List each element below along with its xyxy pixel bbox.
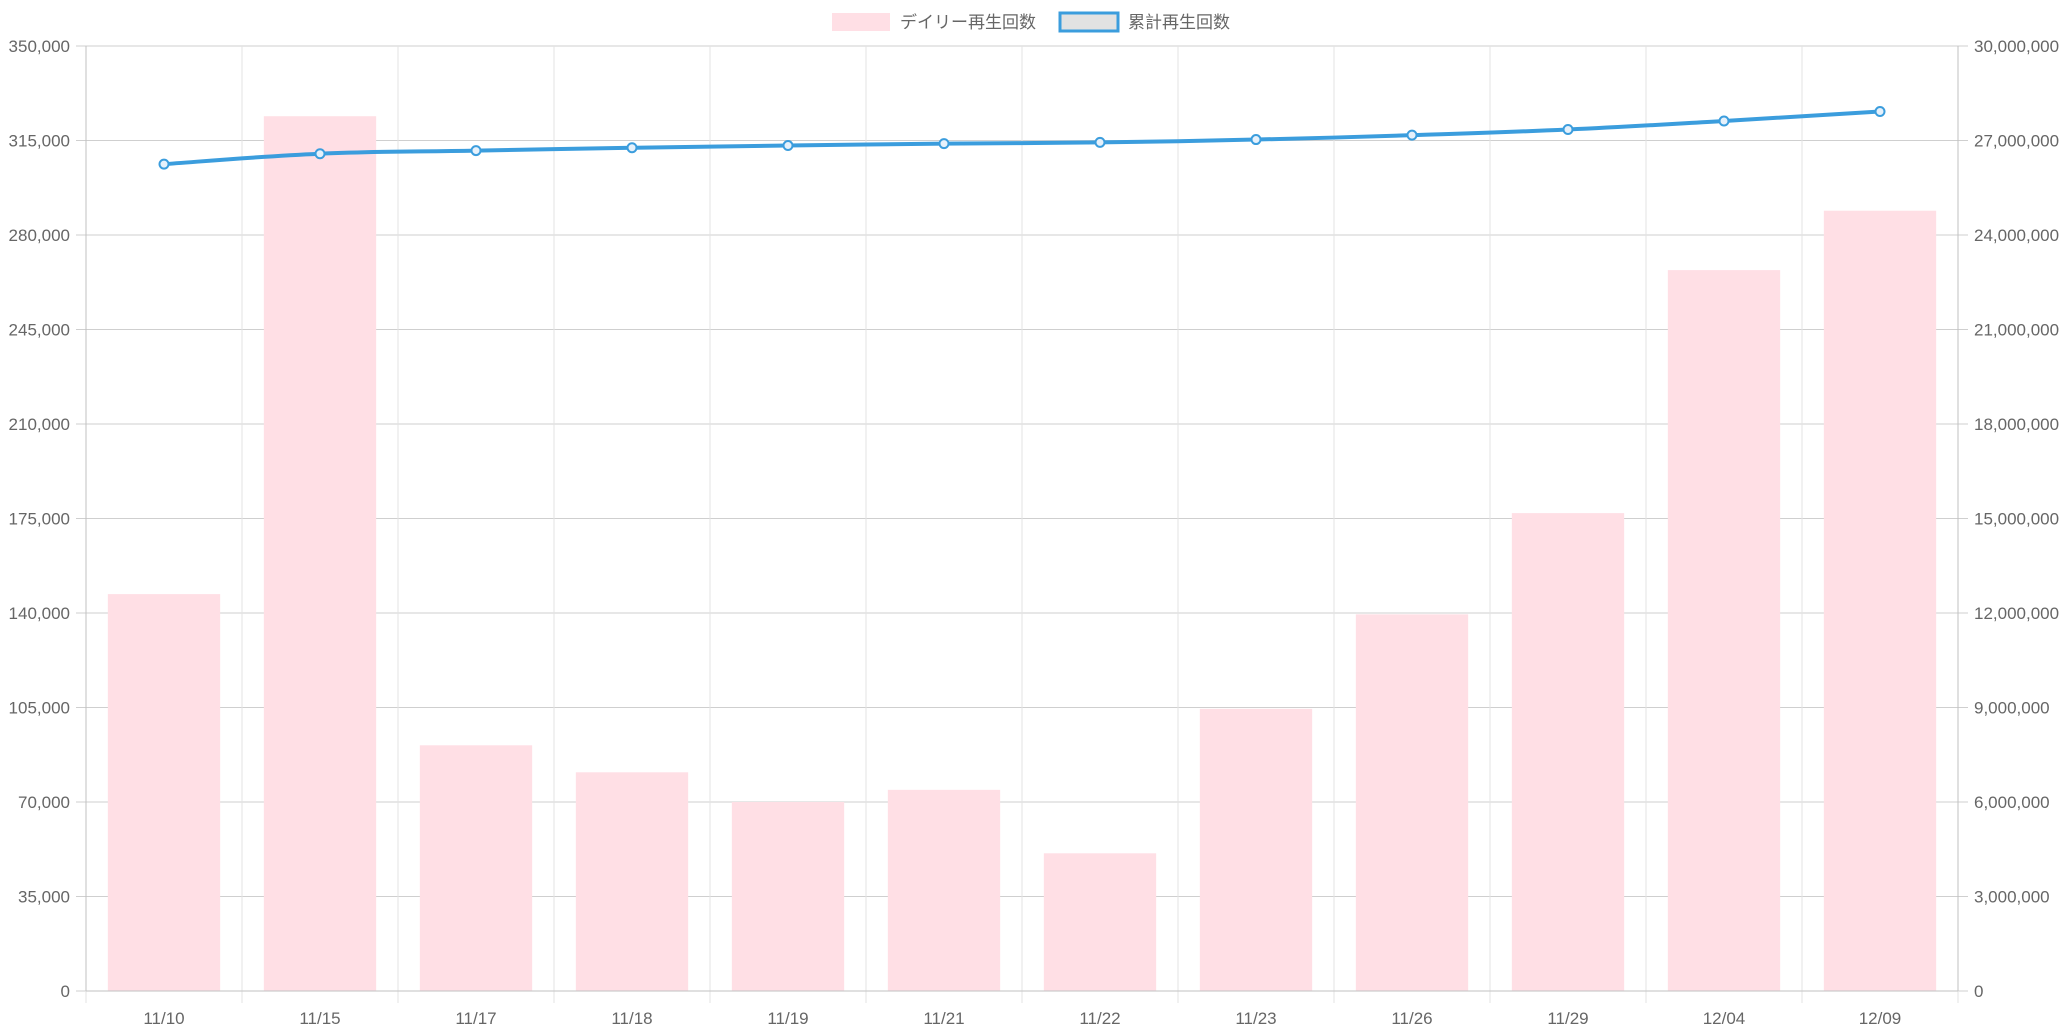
legend-swatch-daily-plays[interactable] <box>832 13 890 31</box>
y-left-tick-label: 280,000 <box>9 226 70 245</box>
point-cumulative-plays[interactable] <box>1718 115 1730 127</box>
bar-daily-plays[interactable] <box>263 116 377 991</box>
y-right-tick-label: 27,000,000 <box>1974 132 2059 151</box>
point-cumulative-plays[interactable] <box>1250 134 1262 146</box>
x-tick-label: 11/17 <box>455 1009 496 1028</box>
legend-swatch-cumulative-plays[interactable] <box>1058 11 1120 33</box>
y-right-tick-label: 24,000,000 <box>1974 226 2059 245</box>
x-tick-label: 11/26 <box>1391 1009 1432 1028</box>
y-left-tick-label: 210,000 <box>9 415 70 434</box>
point-cumulative-plays[interactable] <box>1406 129 1418 141</box>
point-cumulative-plays[interactable] <box>626 142 638 154</box>
bar-daily-plays[interactable] <box>1667 270 1781 992</box>
point-cumulative-plays[interactable] <box>1562 123 1574 135</box>
legend-label-cumulative-plays[interactable]: 累計再生回数 <box>1128 13 1230 32</box>
point-cumulative-plays[interactable] <box>470 145 482 157</box>
y-right-tick-label: 0 <box>1974 982 1983 1001</box>
line-series-cumulative-plays <box>158 106 1886 170</box>
x-tick-label: 11/23 <box>1235 1009 1276 1028</box>
x-tick-label: 11/10 <box>143 1009 184 1028</box>
point-cumulative-plays[interactable] <box>314 148 326 160</box>
y-right-tick-label: 30,000,000 <box>1974 37 2059 56</box>
legend-label-daily-plays[interactable]: デイリー再生回数 <box>900 12 1036 32</box>
bar-daily-plays[interactable] <box>887 789 1001 991</box>
y-left-tick-label: 0 <box>61 982 70 1001</box>
point-cumulative-plays[interactable] <box>1874 106 1886 118</box>
x-tick-label: 11/22 <box>1079 1009 1120 1028</box>
y-right-tick-label: 6,000,000 <box>1974 793 2050 812</box>
y-left-tick-label: 350,000 <box>9 37 70 56</box>
y-left-tick-label: 175,000 <box>9 510 70 529</box>
x-tick-label: 12/09 <box>1859 1009 1902 1028</box>
y-right-tick-label: 21,000,000 <box>1974 321 2059 340</box>
y-left-tick-label: 245,000 <box>9 321 70 340</box>
y-right-tick-label: 3,000,000 <box>1974 888 2050 907</box>
bar-daily-plays[interactable] <box>731 802 845 991</box>
axes: 0 0 35,000 3,000,000 70,000 6,000,000 105,000 9… <box>9 37 2060 1028</box>
bar-daily-plays[interactable] <box>1355 614 1469 991</box>
point-cumulative-plays[interactable] <box>782 140 794 152</box>
y-right-tick-label: 15,000,000 <box>1974 510 2059 529</box>
bar-daily-plays[interactable] <box>575 772 689 991</box>
line-cumulative-plays <box>163 109 1881 167</box>
x-tick-label: 11/18 <box>611 1009 652 1028</box>
y-right-tick-label: 18,000,000 <box>1974 415 2059 434</box>
y-left-tick-label: 105,000 <box>9 699 70 718</box>
bar-series-daily-plays <box>107 116 1937 992</box>
bar-daily-plays[interactable] <box>1511 513 1625 991</box>
y-left-tick-label: 70,000 <box>18 793 70 812</box>
x-tick-label: 11/29 <box>1547 1009 1588 1028</box>
y-right-tick-label: 12,000,000 <box>1974 604 2059 623</box>
x-tick-label: 11/15 <box>299 1009 340 1028</box>
legend: デイリー再生回数 累計再生回数 <box>832 11 1230 33</box>
bar-daily-plays[interactable] <box>1823 210 1937 991</box>
y-left-tick-label: 35,000 <box>18 888 70 907</box>
x-tick-label: 11/19 <box>767 1009 808 1028</box>
x-tick-label: 11/21 <box>923 1009 964 1028</box>
y-right-tick-label: 9,000,000 <box>1974 699 2050 718</box>
bar-daily-plays[interactable] <box>1199 708 1313 991</box>
point-cumulative-plays[interactable] <box>1094 136 1106 148</box>
y-left-tick-label: 315,000 <box>9 132 70 151</box>
point-cumulative-plays[interactable] <box>158 158 170 170</box>
bar-daily-plays[interactable] <box>1043 853 1157 991</box>
point-cumulative-plays[interactable] <box>938 138 950 150</box>
bar-daily-plays[interactable] <box>107 594 221 991</box>
y-left-tick-label: 140,000 <box>9 604 70 623</box>
bar-daily-plays[interactable] <box>419 745 533 991</box>
x-tick-label: 12/04 <box>1703 1009 1746 1028</box>
